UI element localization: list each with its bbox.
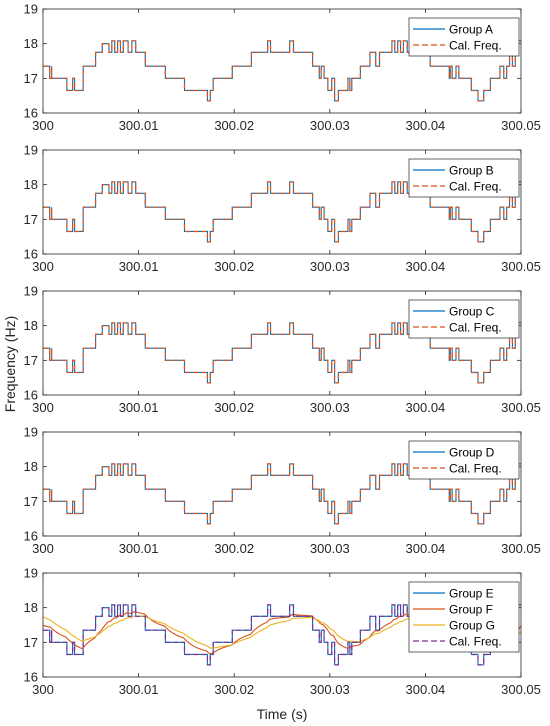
- y-tick-label: 19: [24, 143, 38, 158]
- axes-frame: [42, 572, 522, 678]
- x-tick-label: 300.02: [214, 541, 254, 556]
- subplot-5: 16 17 18 19 300 300.01 300.02 300.03 300.04 300.0…: [24, 566, 541, 698]
- y-tick-label: 18: [24, 459, 38, 474]
- legend: Group D Cal. Freq.: [408, 440, 520, 480]
- legend-label: Cal. Freq.: [449, 39, 502, 53]
- x-tick-label: 300: [32, 400, 54, 415]
- y-tick-label: 18: [24, 318, 38, 333]
- legend-label: Group G: [449, 619, 495, 633]
- y-tick-label: 16: [24, 388, 38, 403]
- series-line-cal-freq: [43, 322, 521, 384]
- y-tick-label: 18: [24, 600, 38, 615]
- series-group: [43, 181, 521, 243]
- x-tick-label: 300.05: [501, 259, 541, 274]
- legend-label: Cal. Freq.: [449, 180, 502, 194]
- legend-label: Group E: [449, 587, 494, 601]
- x-tick-label: 300: [32, 118, 54, 133]
- legend: Group C Cal. Freq.: [408, 299, 520, 339]
- series-group: [43, 322, 521, 384]
- series-group: [43, 463, 521, 525]
- axes-frame: [42, 290, 522, 396]
- subplot-4: 16 17 18 19 300 300.01 300.02 300.03 300.04 300.0…: [24, 425, 541, 557]
- subplot-3: 16 17 18 19 300 300.01 300.02 300.03 300.04 300.0…: [24, 284, 541, 416]
- legend: Group B Cal. Freq.: [408, 158, 520, 198]
- x-tick-label: 300.02: [214, 682, 254, 697]
- legend-label: Group A: [449, 23, 493, 37]
- legend-label: Cal. Freq.: [449, 462, 502, 476]
- y-tick-label: 17: [24, 212, 38, 227]
- y-tick-label: 16: [24, 529, 38, 544]
- x-tick-label: 300.01: [119, 682, 159, 697]
- subplot-2: 16 17 18 19 300 300.01 300.02 300.03 300.04 300.0…: [24, 143, 541, 275]
- x-tick-label: 300.04: [406, 400, 446, 415]
- x-tick-label: 300.01: [119, 541, 159, 556]
- x-tick-label: 300.03: [310, 682, 350, 697]
- series-line-cal-freq: [43, 40, 521, 102]
- legend-label: Group D: [449, 446, 495, 460]
- x-tick-label: 300.05: [501, 541, 541, 556]
- x-tick-label: 300.01: [119, 118, 159, 133]
- y-tick-label: 17: [24, 494, 38, 509]
- legend: Group E Group F Group G Cal. Freq.: [408, 581, 520, 653]
- y-tick-label: 17: [24, 71, 38, 86]
- subplots: 16 17 18 19 300 300.01 300.02 300.03 300.04 300.0…: [24, 2, 541, 698]
- x-tick-label: 300: [32, 259, 54, 274]
- y-tick-label: 17: [24, 635, 38, 650]
- series-line-cal-freq: [43, 181, 521, 243]
- x-tick-label: 300.02: [214, 118, 254, 133]
- subplot-1: 16 17 18 19 300 300.01 300.02 300.03 300.04 300.0…: [24, 2, 541, 134]
- x-tick-label: 300: [32, 541, 54, 556]
- y-tick-label: 19: [24, 566, 38, 581]
- x-tick-label: 300.05: [501, 400, 541, 415]
- x-tick-label: 300.04: [406, 259, 446, 274]
- legend-label: Cal. Freq.: [449, 321, 502, 335]
- axes-frame: [42, 149, 522, 255]
- y-tick-label: 17: [24, 353, 38, 368]
- x-tick-label: 300.01: [119, 259, 159, 274]
- legend-label: Group F: [449, 603, 493, 617]
- x-tick-label: 300.03: [310, 400, 350, 415]
- legend-box: [408, 17, 520, 57]
- x-tick-label: 300.03: [310, 541, 350, 556]
- x-axis-title: Time (s): [257, 706, 308, 722]
- axes-frame: [42, 431, 522, 537]
- x-tick-label: 300.02: [214, 259, 254, 274]
- series-line-cal-freq: [43, 604, 521, 666]
- legend: Group A Cal. Freq.: [408, 17, 520, 57]
- x-tick-label: 300.03: [310, 118, 350, 133]
- x-tick-label: 300.04: [406, 541, 446, 556]
- y-tick-label: 18: [24, 36, 38, 51]
- legend-box: [408, 440, 520, 480]
- x-tick-label: 300.04: [406, 118, 446, 133]
- legend-label: Group B: [449, 164, 494, 178]
- series-group: [43, 40, 521, 102]
- y-axis-title: Frequency (Hz): [2, 316, 18, 412]
- legend-box: [408, 299, 520, 339]
- y-tick-label: 16: [24, 247, 38, 262]
- x-tick-label: 300.05: [501, 118, 541, 133]
- legend-box: [408, 158, 520, 198]
- legend-box: [408, 581, 520, 653]
- y-tick-label: 19: [24, 2, 38, 17]
- x-tick-label: 300.02: [214, 400, 254, 415]
- x-tick-label: 300.05: [501, 682, 541, 697]
- x-tick-label: 300.04: [406, 682, 446, 697]
- axes-frame: [42, 8, 522, 114]
- y-tick-label: 19: [24, 425, 38, 440]
- legend-label: Group C: [449, 305, 495, 319]
- x-tick-label: 300.03: [310, 259, 350, 274]
- x-tick-label: 300.01: [119, 400, 159, 415]
- y-tick-label: 16: [24, 106, 38, 121]
- x-tick-label: 300: [32, 682, 54, 697]
- series-line-cal-freq: [43, 463, 521, 525]
- y-tick-label: 18: [24, 177, 38, 192]
- y-tick-label: 19: [24, 284, 38, 299]
- y-tick-label: 16: [24, 670, 38, 685]
- legend-label: Cal. Freq.: [449, 635, 502, 649]
